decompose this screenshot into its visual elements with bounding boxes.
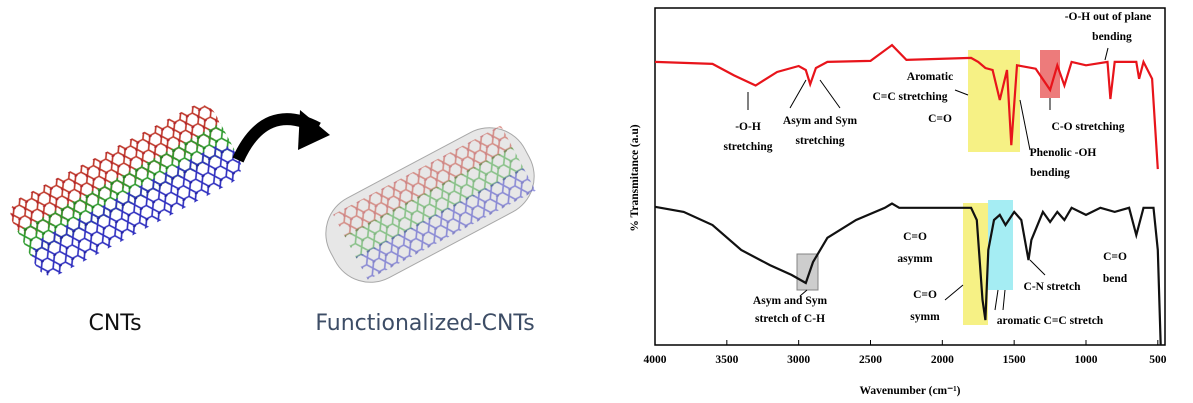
cnt-illustration: CNTs Functionalized-CNTs <box>4 98 548 336</box>
annotation: stretching <box>796 135 845 147</box>
annotation: stretching <box>724 141 773 153</box>
x-tick-label: 3500 <box>715 354 738 366</box>
annotation: -O-H <box>735 121 761 133</box>
annotation: C=O <box>913 289 937 301</box>
x-tick-label: 2000 <box>931 354 954 366</box>
annotation: bend <box>1103 273 1128 285</box>
x-tick-label: 2500 <box>859 354 882 366</box>
label: CNTs <box>88 311 141 336</box>
annotation: C-N stretch <box>1024 281 1082 293</box>
x-tick-label: 1000 <box>1074 354 1097 366</box>
annotation: C=O <box>1103 251 1127 263</box>
annotation: symm <box>910 311 940 323</box>
annotation: aromatic C=C stretch <box>997 315 1104 327</box>
annotation: C=O <box>928 113 952 125</box>
x-tick-label: 500 <box>1149 354 1167 366</box>
annotation: bending <box>1092 31 1132 43</box>
annotation: Asym and Sym <box>753 295 828 307</box>
plot: 4000 3500 3000 2500 2000 1500 1000 500 Wavenumbe… <box>629 8 1167 397</box>
annotation: Aromatic <box>907 71 953 83</box>
y-axis-label: % Transmitance (a.u) <box>629 124 641 231</box>
plot-frame <box>655 8 1165 345</box>
annotation: -O-H out of plane <box>1065 11 1152 23</box>
annotation: stretch of C-H <box>755 313 825 325</box>
annotation: C=C stretching <box>872 91 947 103</box>
x-tick-label: 4000 <box>644 354 667 366</box>
annotation: Phenolic -OH <box>1030 147 1097 159</box>
annotation: asymm <box>897 253 933 265</box>
annotation: C=O <box>903 231 927 243</box>
highlight <box>988 200 1013 290</box>
annotation: Asym and Sym <box>783 115 858 127</box>
x-tick-label: 3000 <box>787 354 810 366</box>
annotation: C-O stretching <box>1052 121 1125 133</box>
label: Functionalized-CNTs <box>315 311 534 336</box>
x-axis-label: Wavenumber (cm⁻¹) <box>860 385 961 397</box>
x-tick-label: 1500 <box>1003 354 1026 366</box>
annotation: bending <box>1030 167 1070 179</box>
figure: CNTs Functionalized-CNTs 4000 3500 3000 250… <box>0 0 1193 403</box>
